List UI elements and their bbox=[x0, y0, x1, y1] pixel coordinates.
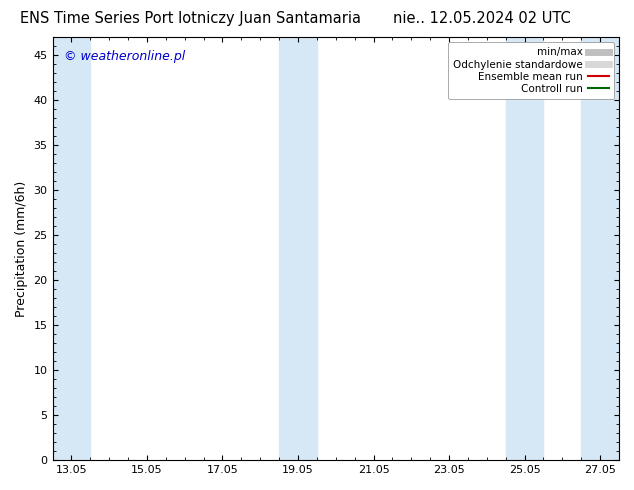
Text: © weatheronline.pl: © weatheronline.pl bbox=[64, 50, 185, 63]
Bar bbox=[279, 37, 317, 460]
Bar bbox=[53, 37, 90, 460]
Bar bbox=[506, 37, 543, 460]
Text: nie.. 12.05.2024 02 UTC: nie.. 12.05.2024 02 UTC bbox=[393, 11, 571, 26]
Legend: min/max, Odchylenie standardowe, Ensemble mean run, Controll run: min/max, Odchylenie standardowe, Ensembl… bbox=[448, 42, 614, 99]
Bar bbox=[581, 37, 619, 460]
Text: ENS Time Series Port lotniczy Juan Santamaria: ENS Time Series Port lotniczy Juan Santa… bbox=[20, 11, 361, 26]
Y-axis label: Precipitation (mm/6h): Precipitation (mm/6h) bbox=[15, 180, 28, 317]
